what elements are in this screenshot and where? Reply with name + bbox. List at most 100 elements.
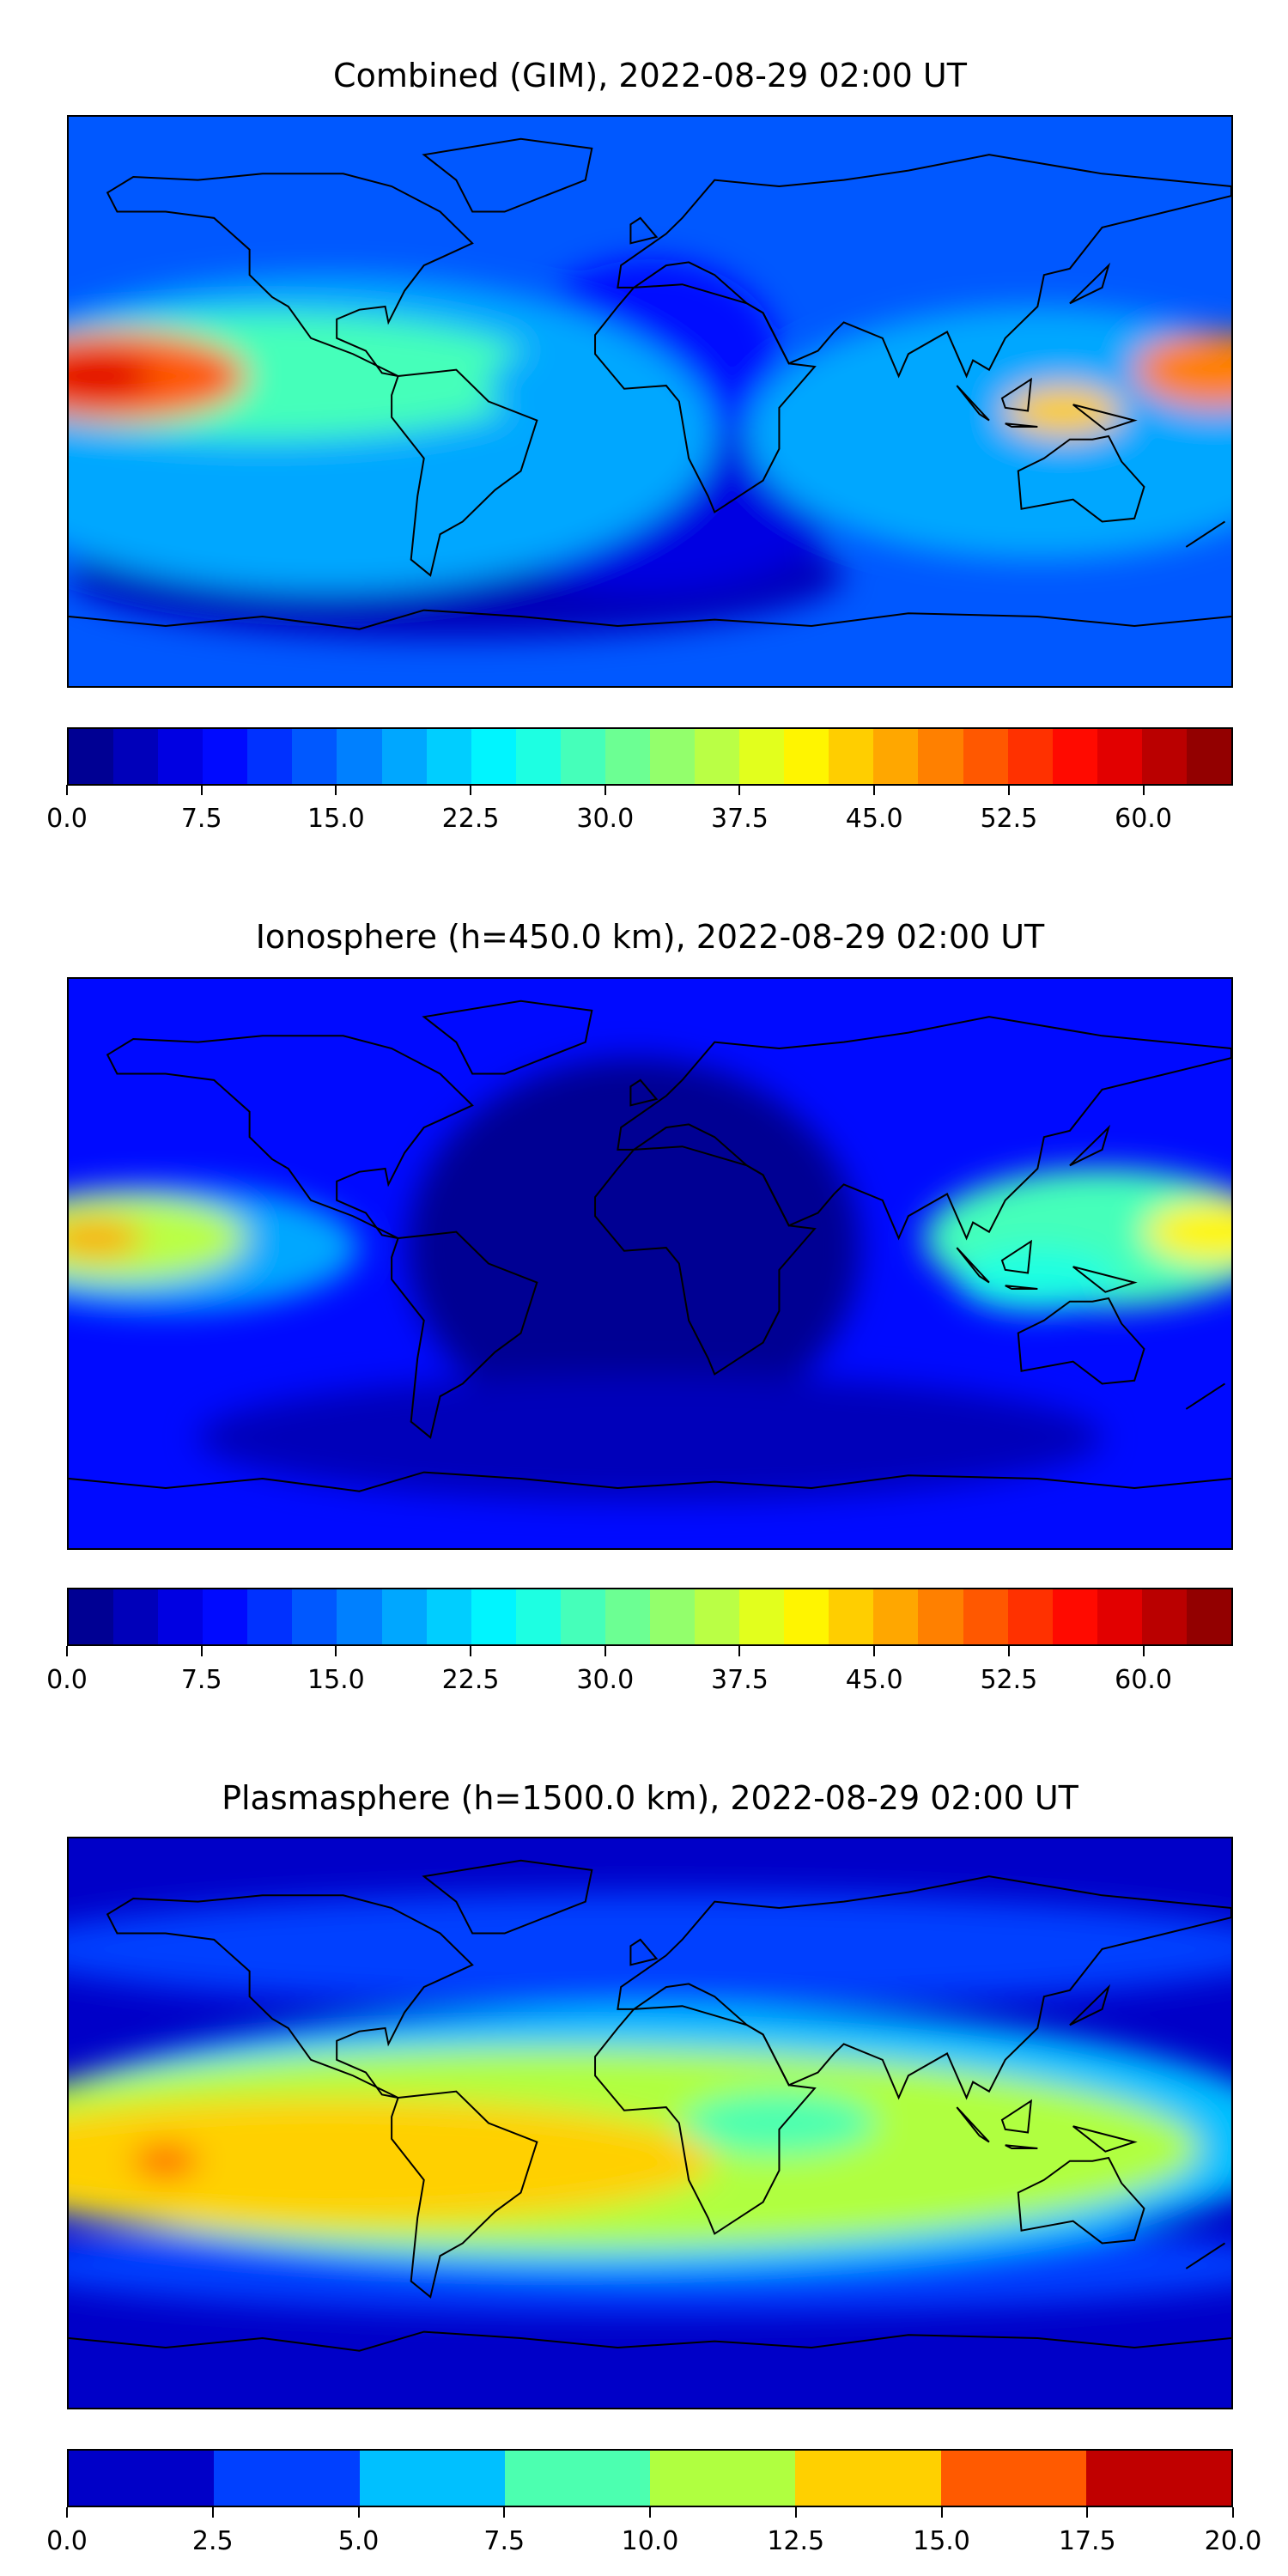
- colorbar-bin: [650, 2451, 796, 2506]
- colorbar-bin: [158, 729, 204, 784]
- coastline: [1073, 404, 1134, 429]
- colorbar-bin: [337, 729, 382, 784]
- antarctica-coastline: [69, 1473, 1231, 1492]
- plot1-colorbar: [67, 727, 1233, 786]
- colorbar-tick-label: 20.0: [1204, 2526, 1262, 2556]
- colorbar-tick-label: 52.5: [980, 804, 1038, 834]
- coastline: [957, 2107, 989, 2142]
- colorbar-tick-label: 7.5: [180, 1665, 222, 1695]
- tec-region: [69, 1892, 1231, 2007]
- plot3-colorbar-ticks: 0.0 2.5 5.0 7.5 10.0 12.5 15.0 17.5 20.0: [46, 2507, 1261, 2559]
- coastline: [1073, 2126, 1134, 2151]
- antarctica-coastline: [69, 611, 1231, 629]
- coastline: [392, 370, 537, 575]
- colorbar-bin: [515, 729, 561, 784]
- coastline: [1186, 521, 1224, 546]
- tec-region: [1005, 386, 1122, 437]
- colorbar-tick-label: 45.0: [845, 1665, 903, 1695]
- colorbar-bin: [381, 1589, 427, 1644]
- colorbar-bin: [739, 729, 785, 784]
- colorbar-bin: [963, 729, 1008, 784]
- colorbar-bin: [1097, 1589, 1142, 1644]
- colorbar-bin: [158, 1589, 204, 1644]
- colorbar-bin: [113, 729, 159, 784]
- colorbar-tick: [1007, 785, 1010, 795]
- colorbar-bin: [292, 729, 337, 784]
- colorbar-bin: [784, 729, 829, 784]
- colorbar-bin: [695, 1589, 740, 1644]
- plot2-map: [67, 977, 1233, 1550]
- colorbar-tick-label: 12.5: [767, 2526, 825, 2556]
- colorbar-tick: [794, 2507, 797, 2518]
- colorbar-bin: [784, 1589, 829, 1644]
- coastline: [392, 2092, 537, 2297]
- antarctica-coastline: [69, 2332, 1231, 2351]
- colorbar-bin: [1052, 729, 1097, 784]
- colorbar-tick-label: 0.0: [46, 1665, 88, 1695]
- plot1-title: Combined (GIM), 2022-08-29 02:00 UT: [333, 57, 967, 94]
- colorbar-bin: [695, 729, 740, 784]
- colorbar-bin: [69, 729, 114, 784]
- colorbar-tick: [1142, 1646, 1145, 1656]
- plot2-colorbar: [67, 1588, 1233, 1646]
- colorbar-bin: [359, 2451, 505, 2506]
- colorbar-bin: [1007, 1589, 1053, 1644]
- colorbar-bin: [1186, 729, 1232, 784]
- coastline: [1005, 2145, 1038, 2148]
- colorbar-tick: [738, 785, 741, 795]
- colorbar-tick-label: 17.5: [1058, 2526, 1116, 2556]
- colorbar-bin: [203, 1589, 248, 1644]
- colorbar-bin: [426, 1589, 471, 1644]
- coastline: [1005, 423, 1038, 427]
- tec-region: [488, 341, 683, 430]
- colorbar-tick: [200, 785, 203, 795]
- colorbar-tick-label: 2.5: [191, 2526, 234, 2556]
- colorbar-tick: [335, 785, 337, 795]
- colorbar-bin: [918, 729, 963, 784]
- colorbar-tick-label: 7.5: [483, 2526, 526, 2556]
- tec-region: [133, 2145, 198, 2178]
- tec-region: [957, 1248, 1119, 1311]
- colorbar-tick-label: 5.0: [337, 2526, 380, 2556]
- coastline: [1186, 2243, 1224, 2268]
- colorbar-tick-label: 0.0: [46, 2526, 88, 2556]
- colorbar-tick: [470, 785, 472, 795]
- colorbar-bin: [247, 1589, 293, 1644]
- colorbar-tick: [873, 785, 876, 795]
- coastline: [107, 1036, 472, 1238]
- colorbar-bin: [1186, 1589, 1232, 1644]
- tec-region: [69, 350, 153, 402]
- colorbar-tick: [470, 1646, 472, 1656]
- colorbar-tick: [1142, 785, 1145, 795]
- colorbar-tick-label: 7.5: [180, 804, 222, 834]
- colorbar-tick: [738, 1646, 741, 1656]
- colorbar-tick: [66, 1646, 68, 1656]
- plot2-colorbar-ticks: 0.0 7.5 15.0 22.5 30.0 37.5 45.0 52.5 60.0: [46, 1646, 1233, 1698]
- colorbar-bin: [69, 1589, 114, 1644]
- colorbar-bin: [203, 729, 248, 784]
- colorbar-tick: [66, 2507, 68, 2518]
- colorbar-bin: [214, 2451, 360, 2506]
- colorbar-bin: [1085, 2451, 1231, 2506]
- tec-region: [1144, 1200, 1231, 1264]
- coastline: [392, 1232, 537, 1437]
- colorbar-bin: [650, 1589, 696, 1644]
- colorbar-tick-label: 37.5: [711, 1665, 769, 1695]
- coastline: [595, 2006, 815, 2233]
- colorbar-tick-label: 22.5: [441, 804, 500, 834]
- tec-region: [1134, 331, 1231, 408]
- colorbar-bin: [873, 729, 919, 784]
- coastline: [630, 218, 656, 243]
- colorbar-bin: [113, 1589, 159, 1644]
- colorbar-tick: [940, 2507, 943, 2518]
- tec-region: [69, 1194, 246, 1283]
- coastline: [1070, 1127, 1109, 1165]
- colorbar-tick-label: 30.0: [576, 1665, 635, 1695]
- tec-region: [69, 1218, 143, 1258]
- coastline: [107, 173, 472, 376]
- colorbar-bin: [515, 1589, 561, 1644]
- coastline: [595, 1146, 815, 1374]
- coastline: [1005, 1285, 1038, 1289]
- colorbar-tick: [335, 1646, 337, 1656]
- colorbar-tick-label: 37.5: [711, 804, 769, 834]
